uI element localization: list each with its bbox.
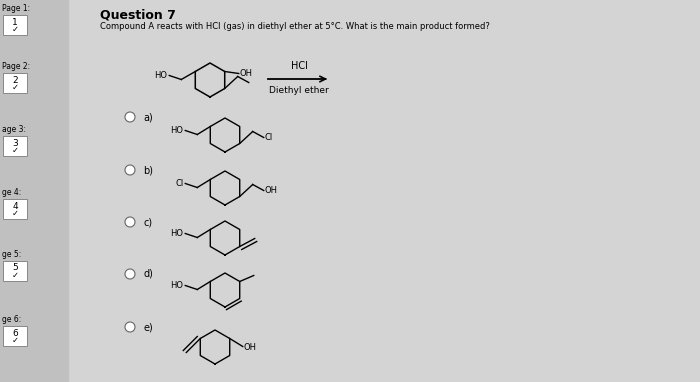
Bar <box>3 15 27 35</box>
Bar <box>3 199 27 219</box>
Circle shape <box>125 165 135 175</box>
Circle shape <box>125 269 135 279</box>
Text: Compound A reacts with HCl (gas) in diethyl ether at 5°C. What is the main produ: Compound A reacts with HCl (gas) in diet… <box>100 22 490 31</box>
Text: ✓: ✓ <box>11 335 18 345</box>
Text: HCl: HCl <box>290 61 307 71</box>
Text: b): b) <box>143 165 153 175</box>
Text: HO: HO <box>154 71 167 80</box>
Text: Page 1:: Page 1: <box>2 4 30 13</box>
Text: a): a) <box>143 112 153 122</box>
Text: ge 4:: ge 4: <box>2 188 21 197</box>
Text: ✓: ✓ <box>11 146 18 154</box>
Text: e): e) <box>143 322 153 332</box>
Text: Cl: Cl <box>175 179 183 188</box>
Text: ge 6:: ge 6: <box>2 315 21 324</box>
Circle shape <box>125 322 135 332</box>
Text: 5: 5 <box>12 264 18 272</box>
Text: 4: 4 <box>12 201 18 210</box>
Text: ✓: ✓ <box>11 209 18 217</box>
Bar <box>3 261 27 281</box>
Text: Cl: Cl <box>265 133 273 142</box>
Text: ✓: ✓ <box>11 24 18 34</box>
Bar <box>3 136 27 156</box>
Text: 1: 1 <box>12 18 18 26</box>
Text: age 3:: age 3: <box>2 125 26 134</box>
Text: Diethyl ether: Diethyl ether <box>269 86 329 95</box>
Text: ge 5:: ge 5: <box>2 250 21 259</box>
Text: 2: 2 <box>12 76 18 84</box>
Text: d): d) <box>143 269 153 279</box>
Text: OH: OH <box>265 186 278 195</box>
Text: HO: HO <box>170 229 183 238</box>
Bar <box>0 0 68 382</box>
Circle shape <box>125 112 135 122</box>
Text: Page 2:: Page 2: <box>2 62 30 71</box>
Text: HO: HO <box>170 126 183 135</box>
Text: HO: HO <box>170 281 183 290</box>
Bar <box>3 73 27 93</box>
Text: 6: 6 <box>12 329 18 338</box>
Text: c): c) <box>143 217 152 227</box>
Circle shape <box>125 217 135 227</box>
Text: OH: OH <box>239 69 253 78</box>
Text: Question 7: Question 7 <box>100 8 176 21</box>
Text: ✓: ✓ <box>11 270 18 280</box>
Text: OH: OH <box>244 343 257 352</box>
Bar <box>3 326 27 346</box>
Text: ✓: ✓ <box>11 83 18 92</box>
Text: 3: 3 <box>12 139 18 147</box>
